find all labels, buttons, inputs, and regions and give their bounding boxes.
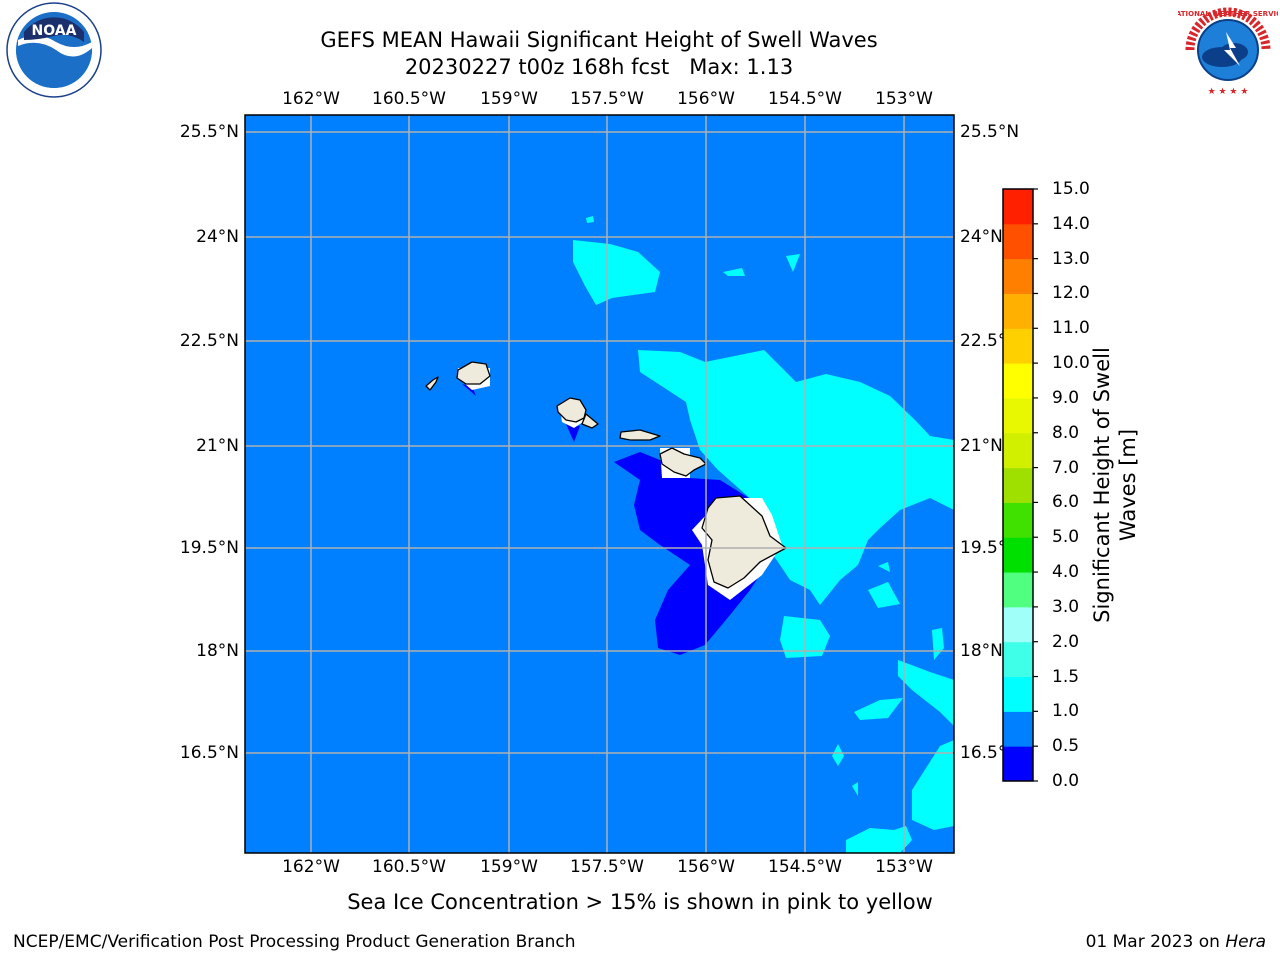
lat-label-right: 21°N bbox=[960, 436, 1003, 456]
colorbar-tick-label: 9.0 bbox=[1052, 387, 1080, 408]
date-text: 01 Mar 2023 on Hera bbox=[1086, 932, 1266, 952]
colorbar-tick-label: 0.0 bbox=[1052, 771, 1080, 791]
lat-label-left: 25.5°N bbox=[179, 122, 239, 142]
colorbar-segment bbox=[1003, 746, 1033, 782]
colorbar-label-line2: Waves [m] bbox=[1116, 428, 1140, 542]
colorbar-segment bbox=[1003, 258, 1033, 294]
colorbar-segment bbox=[1003, 572, 1033, 608]
colorbar-tick-label: 1.0 bbox=[1052, 701, 1080, 722]
colorbar-tick-label: 8.0 bbox=[1052, 422, 1080, 443]
lon-label-bottom: 157.5°W bbox=[570, 857, 644, 877]
lat-label-left: 21°N bbox=[196, 436, 239, 456]
lon-label-bottom: 153°W bbox=[875, 857, 933, 877]
lat-label-left: 18°N bbox=[196, 641, 239, 661]
colorbar-tick-label: 15.0 bbox=[1052, 179, 1090, 199]
niihau-island bbox=[425, 376, 439, 391]
colorbar-tick-label: 4.0 bbox=[1052, 562, 1080, 583]
lon-label-top: 162°W bbox=[282, 89, 340, 109]
colorbar-label-line1: Significant Height of Swell bbox=[1090, 347, 1114, 623]
lon-label-top: 154.5°W bbox=[768, 89, 842, 109]
colorbar-tick-label: 14.0 bbox=[1052, 213, 1090, 234]
map-frame bbox=[244, 114, 955, 854]
machine-name: Hera bbox=[1225, 932, 1266, 952]
colorbar-tick-label: 3.0 bbox=[1052, 596, 1080, 617]
colorbar-segment bbox=[1003, 328, 1033, 364]
svg-text:★ ★ ★ ★: ★ ★ ★ ★ bbox=[1208, 87, 1249, 97]
colorbar-segment bbox=[1003, 606, 1033, 643]
colorbar-tick-label: 0.5 bbox=[1052, 736, 1080, 757]
colorbar-tick-label: 5.0 bbox=[1052, 527, 1080, 548]
colorbar-tick-label: 10.0 bbox=[1052, 353, 1090, 374]
lat-label-right: 25.5°N bbox=[960, 122, 1020, 142]
lat-label-right: 18°N bbox=[960, 641, 1003, 661]
lon-label-bottom: 156°W bbox=[677, 857, 735, 877]
colorbar-segment bbox=[1003, 467, 1033, 503]
colorbar-segment bbox=[1003, 189, 1033, 225]
island-outlines bbox=[425, 361, 787, 589]
colorbar-segment bbox=[1003, 711, 1033, 747]
credit-text: NCEP/EMC/Verification Post Processing Pr… bbox=[13, 932, 576, 952]
noaa-logo-text: NOAA bbox=[32, 23, 77, 39]
colorbar-segment bbox=[1003, 641, 1033, 678]
colorbar-segment bbox=[1003, 676, 1033, 712]
lon-label-top: 156°W bbox=[677, 89, 735, 109]
lon-label-top: 157.5°W bbox=[570, 89, 644, 109]
lat-label-right: 24°N bbox=[960, 227, 1003, 247]
lon-label-top: 153°W bbox=[875, 89, 933, 109]
lon-label-top: 160.5°W bbox=[372, 89, 446, 109]
colorbar-tick-label: 11.0 bbox=[1052, 318, 1090, 339]
colorbar-tick-label: 12.0 bbox=[1052, 283, 1090, 304]
colorbar-tick-label: 1.5 bbox=[1052, 666, 1080, 687]
colorbar-tick-label: 7.0 bbox=[1052, 457, 1080, 478]
graticule bbox=[245, 115, 954, 853]
colorbar-frame bbox=[1002, 188, 1034, 782]
molokai-island bbox=[619, 429, 661, 441]
colorbar-tick-label: 13.0 bbox=[1052, 248, 1090, 269]
lat-label-left: 24°N bbox=[196, 227, 239, 247]
maui-island bbox=[659, 447, 707, 477]
lat-label-left: 16.5°N bbox=[179, 743, 239, 763]
colorbar-tick-label: 2.0 bbox=[1052, 631, 1080, 652]
lon-label-bottom: 162°W bbox=[282, 857, 340, 877]
chart-title: GEFS MEAN Hawaii Significant Height of S… bbox=[320, 28, 878, 52]
lat-label-left: 19.5°N bbox=[179, 538, 239, 558]
max-value: Max: 1.13 bbox=[689, 55, 794, 79]
colorbar bbox=[1002, 188, 1038, 782]
hawaii-big-island bbox=[701, 495, 787, 589]
forecast-run: 20230227 t00z 168h fcst bbox=[404, 55, 670, 79]
colorbar-label: Significant Height of Swell Waves [m] bbox=[1089, 315, 1141, 655]
colorbar-segment bbox=[1003, 223, 1033, 260]
nws-logo-text: NATIONAL WEATHER SERVICE bbox=[1178, 10, 1278, 18]
colorbar-segment bbox=[1003, 363, 1033, 399]
lon-label-top: 159°W bbox=[480, 89, 538, 109]
nws-logo: ★ ★ ★ ★ NATIONAL WEATHER SERVICE bbox=[1178, 4, 1278, 97]
kauai-island bbox=[456, 361, 491, 385]
colorbar-tick-label: 6.0 bbox=[1052, 492, 1080, 513]
colorbar-segment bbox=[1003, 397, 1033, 434]
lon-label-bottom: 160.5°W bbox=[372, 857, 446, 877]
chart-subtitle: 20230227 t00z 168h fcst Max: 1.13 bbox=[0, 54, 1198, 80]
colorbar-segment bbox=[1003, 502, 1033, 538]
colorbar-segment bbox=[1003, 293, 1033, 329]
colorbar-segment bbox=[1003, 537, 1033, 573]
date-value: 01 Mar 2023 on bbox=[1085, 932, 1220, 952]
lon-label-bottom: 154.5°W bbox=[768, 857, 842, 877]
sea-ice-note: Sea Ice Concentration > 15% is shown in … bbox=[347, 890, 933, 914]
lat-label-left: 22.5°N bbox=[179, 331, 239, 351]
lon-label-bottom: 159°W bbox=[480, 857, 538, 877]
noaa-logo: NOAA bbox=[6, 2, 102, 98]
swell-1-1.5m-contours bbox=[573, 216, 954, 853]
colorbar-segment bbox=[1003, 432, 1033, 469]
